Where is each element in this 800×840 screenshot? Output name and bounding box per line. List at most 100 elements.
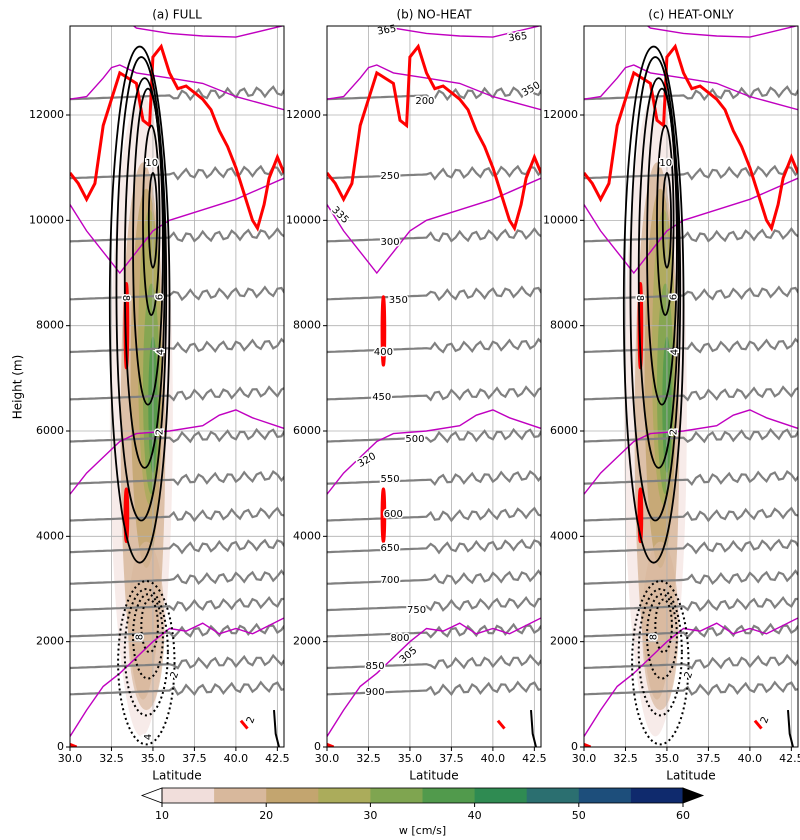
isobar bbox=[70, 569, 284, 586]
red-contour bbox=[753, 719, 763, 730]
isobar bbox=[584, 569, 798, 586]
colorbar-segment bbox=[162, 788, 215, 803]
red-contour bbox=[239, 719, 249, 730]
y-tick-label: 8000 bbox=[293, 319, 321, 332]
w-contour bbox=[123, 77, 166, 469]
x-tick-label: 42.5 bbox=[779, 752, 800, 765]
contour-label: 350 bbox=[389, 295, 408, 306]
contour-label: 6 bbox=[669, 294, 680, 300]
x-axis-label: Latitude bbox=[666, 769, 715, 783]
isobar bbox=[70, 506, 284, 523]
isobar bbox=[584, 385, 798, 402]
colorbar-segment bbox=[214, 788, 267, 803]
w-contour bbox=[117, 580, 176, 746]
x-tick-label: 30.0 bbox=[572, 752, 597, 765]
contour-label: 750 bbox=[407, 605, 426, 616]
isentrope bbox=[584, 617, 798, 737]
colorbar-segment bbox=[526, 788, 580, 803]
w-shading bbox=[128, 541, 165, 711]
contour-label: 2 bbox=[759, 715, 772, 725]
contour-label: 800 bbox=[390, 633, 409, 644]
w-shading bbox=[642, 541, 679, 711]
isobar bbox=[584, 285, 798, 302]
x-tick-label: 37.5 bbox=[439, 752, 464, 765]
contour-label: 6 bbox=[155, 294, 166, 300]
w-contour bbox=[631, 580, 690, 746]
isobar bbox=[70, 385, 284, 402]
red-contour bbox=[380, 295, 387, 367]
colorbar-tick-label: 20 bbox=[259, 809, 273, 822]
contour-label: 400 bbox=[374, 347, 393, 358]
contour-label: 650 bbox=[380, 543, 399, 554]
isentrope bbox=[327, 409, 541, 495]
w-contour bbox=[147, 172, 158, 269]
isobar bbox=[70, 595, 284, 612]
isobar bbox=[70, 427, 284, 444]
isobar bbox=[584, 469, 798, 486]
contour-label: 8 bbox=[649, 634, 660, 640]
y-tick-label: 6000 bbox=[550, 424, 578, 437]
isobar bbox=[70, 680, 284, 697]
isobar bbox=[584, 427, 798, 444]
contour-label: 250 bbox=[380, 171, 399, 182]
contour-label: 2 bbox=[669, 429, 680, 435]
contour-label: 4 bbox=[143, 734, 154, 740]
y-tick-label: 8000 bbox=[550, 319, 578, 332]
y-tick-label: 10000 bbox=[286, 213, 321, 226]
isentrope bbox=[646, 26, 798, 38]
isentrope bbox=[389, 26, 541, 38]
x-tick-label: 40.0 bbox=[224, 752, 249, 765]
red-contour bbox=[123, 487, 130, 544]
contour-label: 10 bbox=[659, 158, 672, 169]
y-tick-label: 12000 bbox=[543, 108, 578, 121]
axes-frame bbox=[69, 25, 285, 748]
isobar bbox=[70, 285, 284, 302]
isobar bbox=[70, 469, 284, 486]
y-tick-label: 8000 bbox=[36, 319, 64, 332]
x-axis-label: Latitude bbox=[152, 769, 201, 783]
contour-label: 500 bbox=[405, 434, 424, 445]
isobar bbox=[327, 85, 541, 102]
contour-label: 850 bbox=[366, 661, 385, 672]
colorbar-segment bbox=[266, 788, 319, 803]
tropopause bbox=[584, 43, 798, 232]
colorbar-tick-label: 10 bbox=[155, 809, 169, 822]
w-contour bbox=[629, 56, 682, 522]
x-tick-label: 40.0 bbox=[481, 752, 506, 765]
contour-label: 8 bbox=[135, 634, 146, 640]
isobar bbox=[584, 653, 798, 670]
y-tick-label: 2000 bbox=[36, 635, 64, 648]
w-contour bbox=[273, 710, 280, 747]
y-tick-label: 0 bbox=[57, 740, 64, 753]
panel bbox=[584, 26, 798, 747]
red-contour bbox=[637, 487, 644, 544]
y-tick-label: 2000 bbox=[293, 635, 321, 648]
isobar bbox=[584, 337, 798, 354]
contour-label: 2 bbox=[683, 670, 696, 680]
x-tick-label: 42.5 bbox=[265, 752, 290, 765]
tropopause bbox=[70, 43, 284, 232]
isentrope bbox=[327, 617, 541, 737]
x-tick-label: 35.0 bbox=[398, 752, 423, 765]
contour-label: 2 bbox=[169, 670, 182, 680]
w-contour bbox=[123, 588, 169, 717]
w-contour bbox=[661, 172, 672, 269]
colorbar-frame bbox=[161, 787, 684, 804]
panel-title: (c) HEAT-ONLY bbox=[648, 8, 734, 22]
w-contour bbox=[132, 593, 164, 680]
contour-label: 300 bbox=[380, 237, 399, 248]
x-tick-label: 35.0 bbox=[655, 752, 680, 765]
x-tick-label: 32.5 bbox=[356, 752, 381, 765]
w-contour bbox=[115, 56, 168, 522]
isobar bbox=[70, 164, 284, 181]
w-contour bbox=[142, 124, 161, 317]
y-tick-label: 0 bbox=[571, 740, 578, 753]
x-tick-label: 35.0 bbox=[141, 752, 166, 765]
w-contour bbox=[646, 87, 678, 406]
isobar bbox=[584, 595, 798, 612]
isobar bbox=[327, 337, 541, 354]
isobar bbox=[327, 506, 541, 523]
y-tick-label: 4000 bbox=[36, 529, 64, 542]
w-contour bbox=[132, 87, 164, 406]
